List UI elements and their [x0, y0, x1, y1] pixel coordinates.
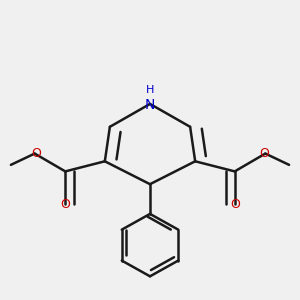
Text: O: O	[31, 147, 41, 160]
Text: O: O	[259, 147, 269, 160]
Text: N: N	[145, 98, 155, 112]
Text: O: O	[230, 198, 240, 211]
Text: H: H	[146, 85, 154, 95]
Text: O: O	[60, 198, 70, 211]
